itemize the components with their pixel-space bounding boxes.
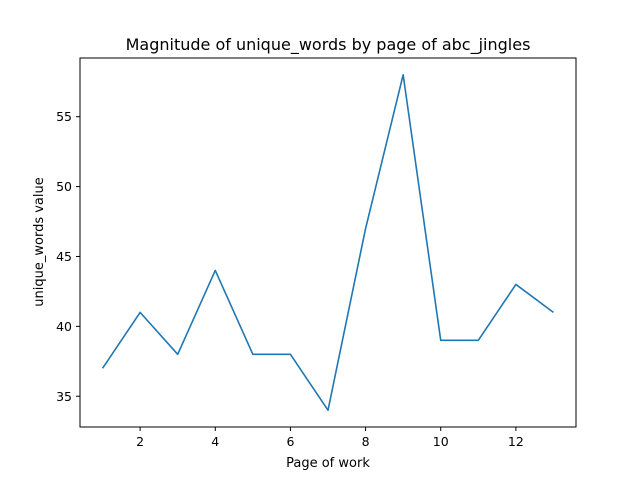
y-tick-label: 40 [56, 319, 72, 334]
y-tick-label: 50 [56, 179, 72, 194]
y-tick-label: 45 [56, 249, 72, 264]
y-tick-label: 55 [56, 109, 72, 124]
series-line [101, 73, 554, 412]
x-tick-label: 6 [286, 434, 294, 449]
y-tick-label: 35 [56, 389, 72, 404]
y-axis-label: unique_words value [32, 177, 47, 306]
x-tick-label: 8 [362, 434, 370, 449]
x-axis-ticks: 2 4 6 8 10 12 [136, 427, 524, 449]
chart-title: Magnitude of unique_words by page of abc… [126, 35, 531, 55]
x-tick-label: 4 [211, 434, 219, 449]
series-layer [101, 73, 554, 412]
x-tick-label: 2 [136, 434, 144, 449]
plot-frame [79, 57, 577, 428]
x-axis-label: Page of work [286, 456, 370, 471]
x-tick-label: 12 [508, 434, 524, 449]
x-tick-label: 10 [433, 434, 449, 449]
y-axis-ticks: 35 40 45 50 55 [56, 109, 80, 404]
